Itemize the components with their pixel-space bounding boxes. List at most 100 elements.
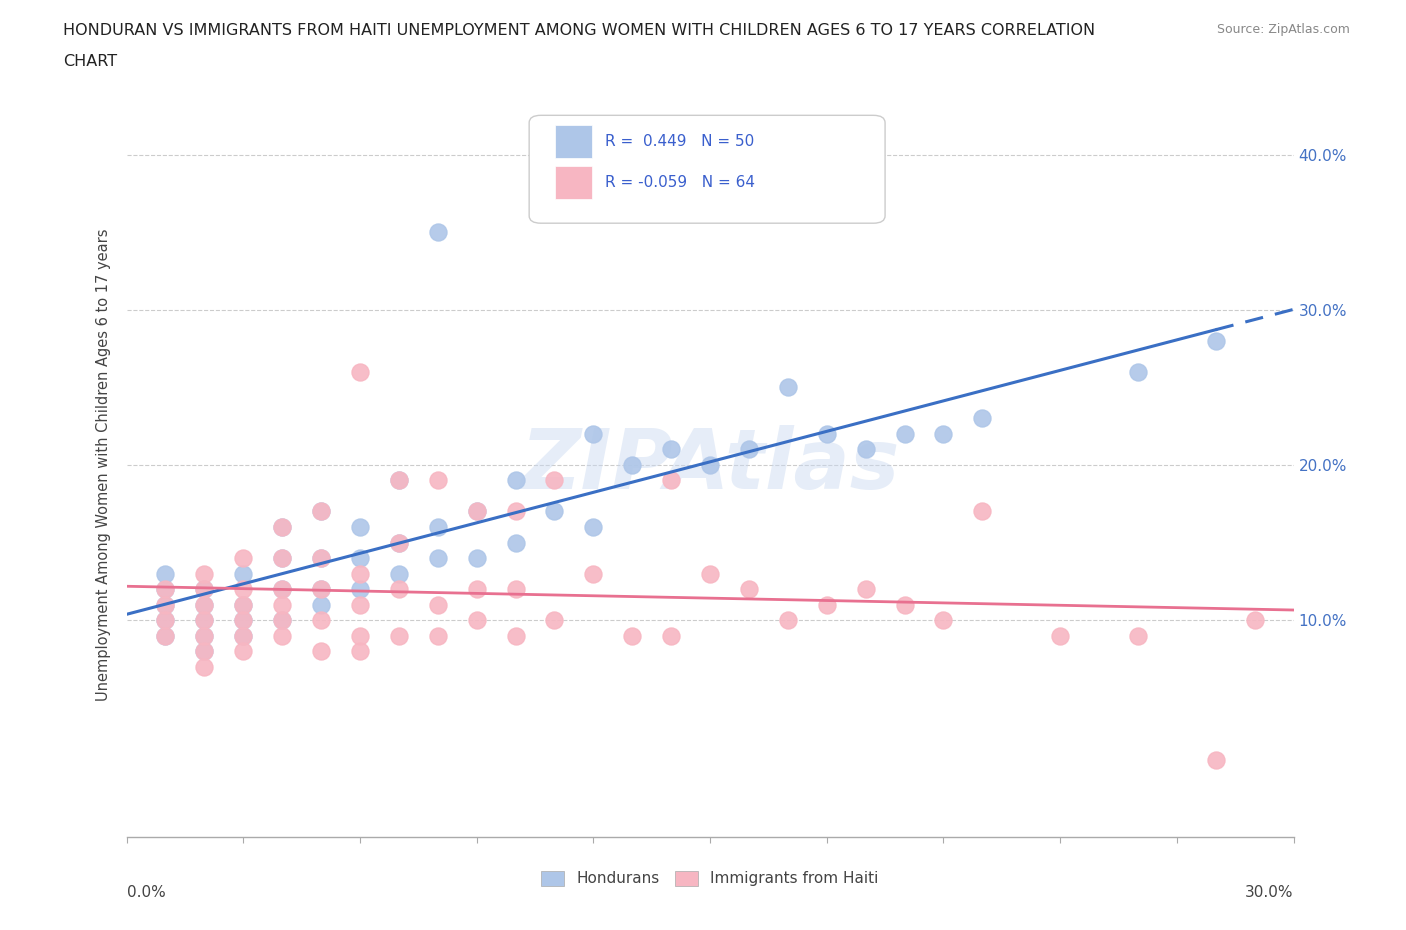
Point [465, 613, 488, 628]
Point [155, 597, 177, 612]
Point [309, 613, 332, 628]
Point [232, 613, 254, 628]
Point [193, 597, 215, 612]
Point [193, 628, 215, 643]
Point [1126, 365, 1149, 379]
Point [309, 581, 332, 596]
Point [193, 644, 215, 658]
Point [388, 566, 411, 581]
Point [505, 535, 527, 550]
Point [309, 597, 332, 612]
Text: 30.0%: 30.0% [1246, 885, 1294, 900]
Point [271, 520, 294, 535]
Point [543, 473, 565, 488]
Point [465, 581, 488, 596]
Point [699, 566, 721, 581]
Point [582, 566, 605, 581]
Point [193, 628, 215, 643]
Point [388, 535, 411, 550]
Point [543, 613, 565, 628]
Point [621, 628, 644, 643]
Point [582, 520, 605, 535]
Point [193, 613, 215, 628]
Point [232, 566, 254, 581]
Point [426, 520, 449, 535]
Point [388, 628, 411, 643]
Point [271, 520, 294, 535]
Point [155, 628, 177, 643]
Point [855, 442, 877, 457]
Point [309, 581, 332, 596]
Point [349, 644, 371, 658]
Point [155, 597, 177, 612]
Point [426, 628, 449, 643]
Point [193, 581, 215, 596]
Point [465, 504, 488, 519]
Point [271, 551, 294, 565]
Point [388, 473, 411, 488]
Point [465, 551, 488, 565]
Point [426, 597, 449, 612]
Point [155, 566, 177, 581]
Point [505, 628, 527, 643]
Point [155, 628, 177, 643]
Point [505, 504, 527, 519]
Point [893, 597, 915, 612]
Point [738, 442, 761, 457]
Point [155, 613, 177, 628]
Point [193, 566, 215, 581]
Point [659, 473, 682, 488]
Point [193, 613, 215, 628]
Point [349, 365, 371, 379]
Point [1205, 752, 1227, 767]
Point [193, 597, 215, 612]
Point [1243, 613, 1265, 628]
Point [932, 613, 955, 628]
FancyBboxPatch shape [555, 166, 592, 199]
Point [776, 380, 799, 395]
Point [349, 581, 371, 596]
Point [349, 566, 371, 581]
Point [659, 628, 682, 643]
Point [232, 628, 254, 643]
Point [426, 225, 449, 240]
Point [349, 628, 371, 643]
Point [349, 520, 371, 535]
Point [699, 458, 721, 472]
Point [582, 427, 605, 442]
Point [972, 504, 994, 519]
Text: 0.0%: 0.0% [127, 885, 166, 900]
Point [1205, 334, 1227, 349]
Point [155, 581, 177, 596]
Point [232, 581, 254, 596]
Point [505, 581, 527, 596]
Point [232, 644, 254, 658]
Point [271, 581, 294, 596]
Legend: Hondurans, Immigrants from Haiti: Hondurans, Immigrants from Haiti [536, 864, 884, 893]
Point [388, 581, 411, 596]
Point [1049, 628, 1071, 643]
Point [426, 473, 449, 488]
Point [893, 427, 915, 442]
Point [309, 504, 332, 519]
Text: R = -0.059   N = 64: R = -0.059 N = 64 [605, 175, 755, 190]
Point [155, 581, 177, 596]
Point [349, 597, 371, 612]
Point [388, 473, 411, 488]
Text: HONDURAN VS IMMIGRANTS FROM HAITI UNEMPLOYMENT AMONG WOMEN WITH CHILDREN AGES 6 : HONDURAN VS IMMIGRANTS FROM HAITI UNEMPL… [63, 23, 1095, 38]
Point [271, 628, 294, 643]
Y-axis label: Unemployment Among Women with Children Ages 6 to 17 years: Unemployment Among Women with Children A… [96, 229, 111, 701]
Point [426, 551, 449, 565]
Point [309, 551, 332, 565]
Point [659, 442, 682, 457]
Point [309, 551, 332, 565]
Point [388, 535, 411, 550]
Point [232, 628, 254, 643]
Point [505, 473, 527, 488]
Point [271, 551, 294, 565]
Point [193, 659, 215, 674]
Point [271, 613, 294, 628]
Point [232, 551, 254, 565]
Text: CHART: CHART [63, 54, 117, 69]
Point [155, 613, 177, 628]
